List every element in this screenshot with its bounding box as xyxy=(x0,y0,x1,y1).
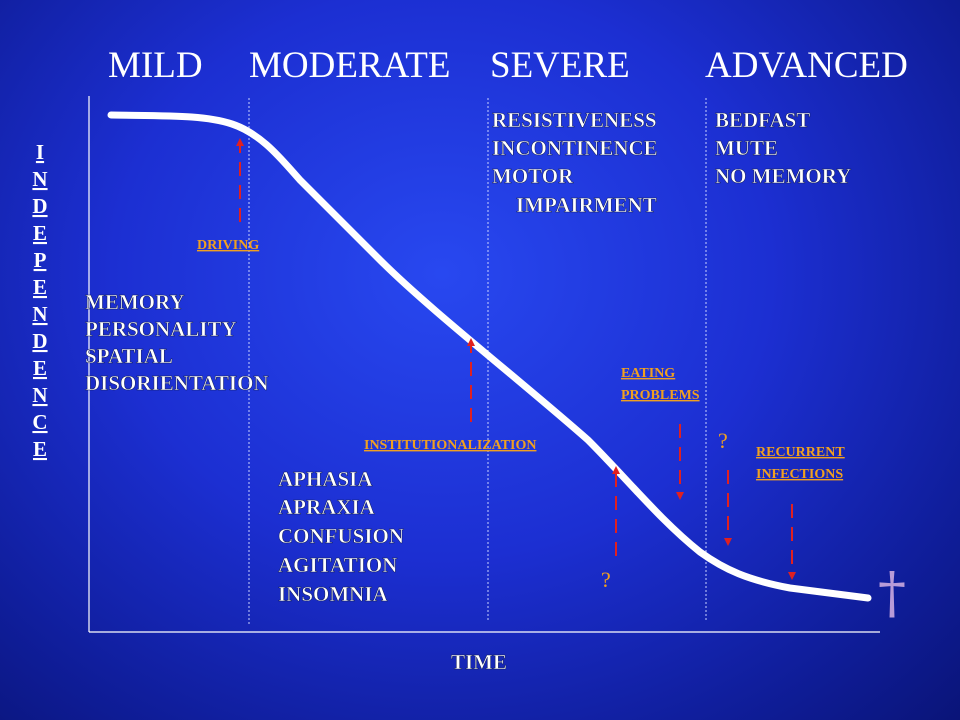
y-axis-letter: E xyxy=(33,221,47,245)
y-axis-letter: N xyxy=(32,383,47,407)
y-axis-letter: N xyxy=(32,167,47,191)
y-axis-letter: C xyxy=(32,410,47,434)
symptom-label: AGITATION xyxy=(278,553,397,577)
event-driving-label: DRIVING xyxy=(197,238,259,253)
mild-symptoms: MEMORY PERSONALITY SPATIAL DISORIENTATIO… xyxy=(85,290,269,396)
question-mark-institution: ? xyxy=(601,567,611,592)
symptom-label: CONFUSION xyxy=(278,524,404,548)
symptom-label: APRAXIA xyxy=(278,495,376,519)
symptom-label: INSOMNIA xyxy=(278,582,389,606)
y-axis-letter: P xyxy=(34,248,47,272)
y-axis-letter: N xyxy=(32,302,47,326)
symptom-label: RESISTIVENESS xyxy=(492,108,657,132)
y-axis-letter: D xyxy=(32,194,47,218)
symptom-label: IMPAIRMENT xyxy=(516,193,657,217)
y-axis-letter: E xyxy=(33,437,47,461)
event-infections-label: RECURRENT xyxy=(756,445,845,460)
y-axis-letter: E xyxy=(33,356,47,380)
symptom-label: MEMORY xyxy=(85,290,185,314)
symptom-label: APHASIA xyxy=(278,467,373,491)
question-mark-eating: ? xyxy=(718,428,728,453)
event-eating-label: PROBLEMS xyxy=(621,388,700,403)
y-axis-letter: E xyxy=(33,275,47,299)
symptom-label: MUTE xyxy=(715,136,778,160)
event-institutionalization-label: INSTITUTIONALIZATION xyxy=(364,438,536,453)
advanced-symptoms: BEDFAST MUTE NO MEMORY xyxy=(715,108,852,189)
severe-symptoms: RESISTIVENESS INCONTINENCE MOTOR IMPAIRM… xyxy=(492,108,658,218)
stage-mild: MILD xyxy=(108,45,203,86)
x-axis-label: TIME xyxy=(451,650,507,674)
symptom-label: PERSONALITY xyxy=(85,317,237,341)
stage-advanced: ADVANCED xyxy=(705,45,908,86)
symptom-label: BEDFAST xyxy=(715,108,810,132)
symptom-label: NO MEMORY xyxy=(715,164,851,188)
symptom-label: SPATIAL xyxy=(85,344,173,368)
event-infections-label: INFECTIONS xyxy=(756,467,843,482)
moderate-symptoms: APHASIA APRAXIA CONFUSION AGITATION INSO… xyxy=(278,467,405,607)
stage-severe: SEVERE xyxy=(490,45,630,86)
dagger-icon: † xyxy=(878,561,906,626)
symptom-label: MOTOR xyxy=(492,164,574,188)
decline-curve xyxy=(107,111,872,602)
y-axis-letter: I xyxy=(36,140,44,164)
event-eating-label: EATING xyxy=(621,366,675,381)
stage-moderate: MODERATE xyxy=(249,45,450,86)
symptom-label: INCONTINENCE xyxy=(492,136,658,160)
symptom-label: DISORIENTATION xyxy=(85,371,269,395)
y-axis-letter: D xyxy=(32,329,47,353)
y-axis-label: I N D E P E N D E N C E xyxy=(32,140,47,461)
